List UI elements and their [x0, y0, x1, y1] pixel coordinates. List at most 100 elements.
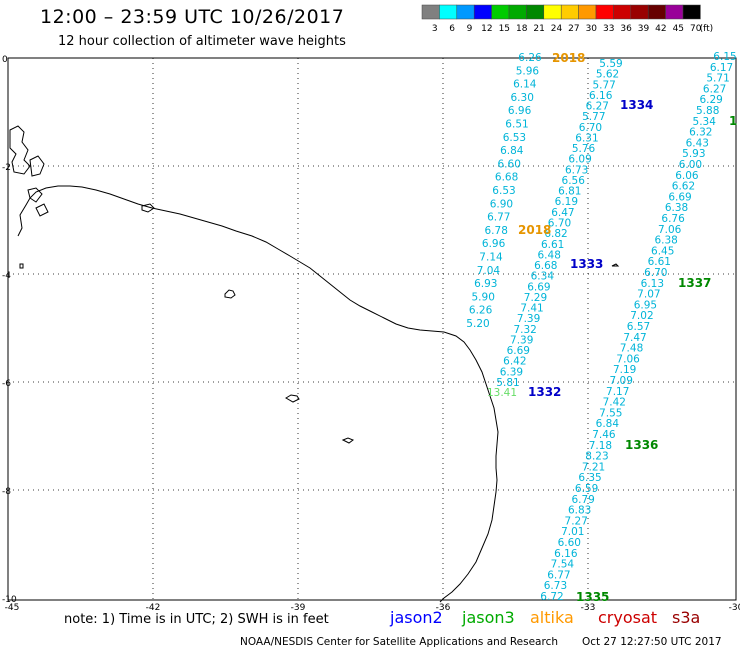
- legend-label: 15: [499, 24, 510, 34]
- track-c-value: 6.73: [544, 580, 567, 592]
- legend-label: 24: [551, 24, 563, 34]
- pass-number-label: 1332: [528, 385, 561, 399]
- legend-label: 9: [467, 24, 473, 34]
- track-a-value: 6.68: [495, 172, 518, 184]
- track-a-value: 6.90: [490, 198, 513, 210]
- track-a-value: 6.93: [474, 278, 497, 290]
- track-c-value: 6.83: [568, 505, 591, 517]
- track-b-value: 5.81: [496, 377, 519, 389]
- legend-label: 18: [516, 24, 528, 34]
- track-b-value: 5.77: [592, 79, 615, 91]
- pass-number-label: 1336: [625, 438, 658, 452]
- legend-label: 45: [673, 24, 684, 34]
- color-legend: 3 6 9 12 15 18 21 24 27 30 33 36 39 42 45 70(ft): [421, 4, 713, 34]
- track-c-value: 7.18: [589, 440, 612, 452]
- track-b-value: 6.16: [589, 90, 613, 102]
- lat-tick-label: -2: [2, 163, 11, 173]
- track-c-value: 7.48: [620, 343, 643, 355]
- coastline: [17, 185, 499, 603]
- track-b-value: 5.76: [572, 143, 596, 155]
- track-c-value: 6.16: [554, 548, 578, 560]
- track-c-value: 7.42: [603, 397, 626, 409]
- track-c-value: 6.72: [540, 591, 563, 603]
- lat-tick-label: 0: [2, 55, 8, 65]
- track-b-value: 6.31: [575, 132, 598, 144]
- pass-number-label: 1337: [678, 276, 711, 290]
- satellite-jason2: jason2: [390, 608, 443, 627]
- track-c-value: 7.19: [613, 364, 636, 376]
- track-c-value: 6.43: [686, 137, 709, 149]
- track-b-value: 6.82: [544, 228, 567, 240]
- islet-2: [285, 394, 300, 403]
- legend-label: 36: [620, 24, 632, 34]
- track-a-value: 6.14: [513, 79, 537, 91]
- track-c-value: 6.06: [675, 170, 699, 182]
- track-b-value: 6.09: [568, 154, 591, 166]
- generation-timestamp: Oct 27 12:27:50 UTC 2017: [582, 636, 722, 648]
- track-c-value: 6.27: [703, 83, 726, 95]
- track-a-value: 6.84: [500, 145, 524, 157]
- track-b-tail-value: 13.41: [487, 387, 517, 399]
- satellite-altika: altika: [530, 608, 574, 627]
- track-c-value: 6.35: [578, 472, 601, 484]
- track-c-value: 6.38: [654, 235, 677, 247]
- legend-label: 39: [638, 24, 650, 34]
- track-c-value: 7.21: [582, 461, 605, 473]
- grid-lines: [8, 58, 736, 600]
- track-b-value: 7.39: [517, 313, 540, 325]
- track-c-value: 7.06: [616, 353, 640, 365]
- track-b-value: 7.41: [520, 303, 543, 315]
- track-c-value: 6.57: [627, 321, 650, 333]
- track-b-value: 6.48: [538, 249, 561, 261]
- axis-ticks: -45 -42 -39 -36 -33 -30 0 -2 -4 -6 -8 -10: [2, 55, 740, 613]
- track-c-value: 6.59: [575, 483, 598, 495]
- track-b-value: 5.77: [582, 111, 605, 123]
- track-a-value: 6.96: [508, 105, 532, 117]
- track-a-value: 6.78: [485, 225, 508, 237]
- track-b-value: 5.62: [596, 69, 619, 81]
- track-b-value: 6.56: [562, 175, 586, 187]
- track-c-value: 7.02: [630, 310, 653, 322]
- lon-tick-label: -36: [436, 603, 451, 613]
- legend-label: 27: [568, 24, 579, 34]
- legend-label: 21: [533, 24, 544, 34]
- track-b-value: 7.39: [510, 334, 533, 346]
- pass-number-label: 1334: [620, 98, 653, 112]
- track-a-value: 6.53: [503, 132, 526, 144]
- track-c-value: 8.23: [585, 451, 608, 463]
- track-a-value: 5.20: [466, 318, 489, 330]
- track-b-value: 6.81: [558, 186, 581, 198]
- track-a-value: 5.96: [516, 65, 540, 77]
- track-c-value: 5.34: [693, 116, 717, 128]
- pass-number-label: 1: [729, 114, 737, 128]
- legend-swatch: [682, 4, 701, 20]
- satellite-jason3: jason3: [462, 608, 515, 627]
- islet-4: [19, 263, 24, 269]
- track-a-value: 6.30: [511, 92, 534, 104]
- track-b-value: 6.19: [555, 196, 578, 208]
- track-c-value: 6.38: [665, 202, 688, 214]
- track-a-value: 6.53: [492, 185, 515, 197]
- north-islands: [9, 125, 155, 217]
- track-c-value: 6.95: [634, 299, 657, 311]
- track-a-value: 6.26: [469, 305, 493, 317]
- track-c-value: 6.62: [672, 181, 695, 193]
- track-c-value: 7.17: [606, 386, 629, 398]
- lat-tick-label: -8: [2, 487, 11, 497]
- track-c-value: 6.84: [596, 418, 620, 430]
- legend-label: 42: [655, 24, 666, 34]
- track-b-value: 6.47: [551, 207, 574, 219]
- lat-tick-label: -10: [2, 595, 17, 605]
- lon-tick-label: -39: [291, 603, 306, 613]
- track-c-value: 7.07: [637, 289, 660, 301]
- track-b-value: 5.59: [599, 58, 622, 70]
- legend-label: 3: [432, 24, 438, 34]
- track-a-value: 6.96: [482, 238, 506, 250]
- track-b-value: 7.32: [513, 324, 536, 336]
- track-a-value: 6.26: [518, 52, 542, 64]
- map-subtitle: 12 hour collection of altimeter wave hei…: [58, 34, 346, 49]
- track-c-value: 7.06: [658, 224, 682, 236]
- track-c-value: 5.93: [682, 148, 705, 160]
- footer-note: note: 1) Time is in UTC; 2) SWH is in fe…: [64, 612, 329, 627]
